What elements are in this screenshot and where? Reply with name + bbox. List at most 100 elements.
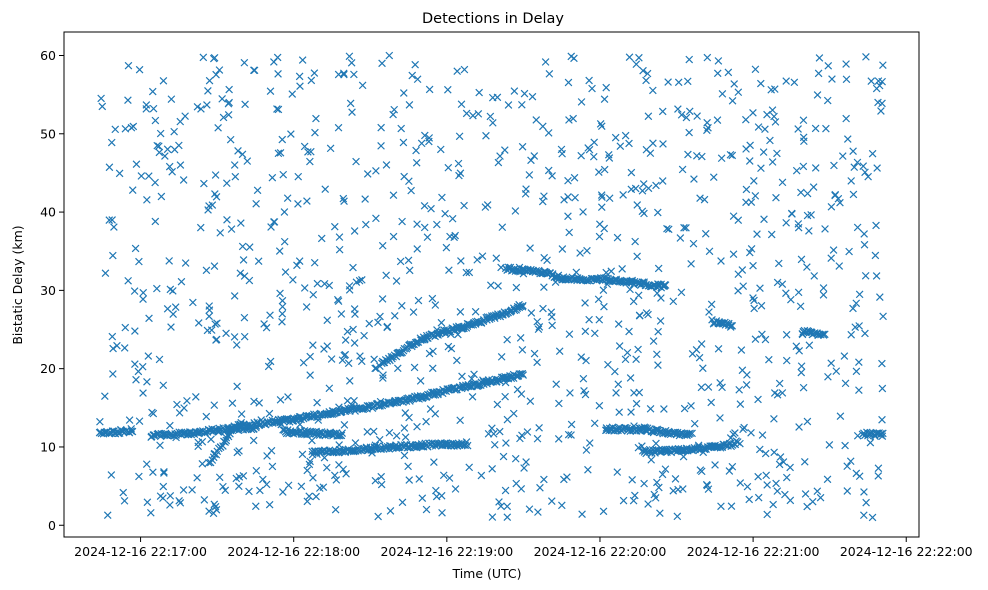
data-point: [325, 384, 334, 393]
data-point: [717, 257, 725, 265]
data-point: [821, 330, 829, 339]
data-point: [438, 508, 446, 517]
data-point: [728, 96, 737, 105]
data-point: [460, 201, 468, 210]
data-point: [564, 176, 572, 185]
data-point: [398, 498, 407, 507]
data-point: [756, 284, 764, 293]
data-point: [725, 467, 734, 475]
data-point: [552, 380, 561, 389]
data-point: [842, 60, 850, 68]
data-point: [776, 453, 785, 461]
data-point: [615, 342, 624, 350]
data-point: [756, 79, 765, 88]
data-point: [686, 429, 694, 438]
data-point: [683, 77, 692, 86]
data-point: [389, 232, 398, 241]
data-point: [108, 332, 117, 341]
data-point: [289, 276, 297, 284]
data-point: [280, 208, 289, 216]
data-point: [707, 300, 716, 309]
data-point: [215, 66, 224, 74]
data-point: [306, 371, 314, 379]
data-point: [451, 231, 460, 240]
data-point: [462, 268, 471, 277]
data-point: [750, 177, 758, 185]
data-point: [824, 372, 832, 381]
data-point: [256, 486, 264, 495]
data-point: [690, 175, 698, 183]
y-tick-label: 40: [40, 205, 56, 220]
data-point: [803, 417, 812, 426]
data-point: [488, 513, 497, 521]
data-point: [754, 123, 763, 131]
data-point: [240, 313, 249, 322]
data-point: [204, 87, 212, 95]
data-point: [855, 290, 864, 299]
data-point: [147, 508, 155, 517]
data-point: [627, 408, 635, 416]
data-point: [179, 486, 188, 494]
data-point: [751, 335, 760, 344]
data-point: [525, 171, 534, 179]
data-point: [535, 323, 544, 331]
data-point: [422, 331, 431, 340]
data-point: [687, 260, 695, 268]
data-point: [728, 462, 737, 471]
data-point: [227, 225, 236, 233]
data-point: [250, 66, 259, 75]
data-point: [205, 507, 213, 516]
data-point: [655, 483, 663, 492]
data-point: [268, 173, 277, 182]
data-point: [626, 374, 635, 382]
data-point: [877, 107, 885, 115]
data-point: [445, 266, 453, 275]
data-point: [317, 234, 326, 243]
data-point: [634, 345, 642, 354]
data-point: [120, 344, 129, 352]
data-point: [360, 331, 368, 340]
data-point: [813, 329, 821, 337]
data-point: [427, 204, 435, 213]
data-point: [188, 486, 196, 494]
data-point: [859, 162, 868, 170]
data-point: [644, 184, 653, 193]
data-point: [528, 92, 537, 101]
data-point: [390, 311, 399, 320]
data-point: [497, 502, 505, 511]
data-point: [835, 262, 844, 270]
data-point: [729, 250, 738, 259]
data-point: [801, 490, 810, 498]
data-point: [149, 409, 158, 418]
data-point: [135, 417, 144, 425]
data-point: [658, 107, 667, 116]
data-point: [867, 77, 876, 85]
data-point: [699, 364, 707, 373]
data-point: [167, 95, 176, 103]
data-point: [323, 316, 332, 325]
data-point: [773, 149, 781, 158]
data-point: [619, 496, 628, 505]
data-point: [332, 476, 341, 484]
data-point: [849, 147, 857, 155]
data-point: [822, 124, 830, 133]
data-point: [680, 223, 688, 232]
data-point: [401, 433, 410, 442]
data-point: [132, 160, 141, 169]
data-point: [314, 416, 323, 424]
data-point: [825, 441, 834, 449]
data-point: [718, 90, 727, 98]
data-point: [260, 320, 268, 328]
data-point: [779, 458, 788, 466]
data-point: [540, 475, 548, 484]
data-point: [350, 227, 359, 235]
data-point: [310, 258, 319, 267]
data-point: [841, 379, 850, 388]
data-point: [408, 71, 417, 80]
data-point: [876, 293, 884, 301]
data-point: [160, 468, 168, 476]
data-point: [585, 315, 593, 324]
data-point: [295, 72, 304, 81]
data-point: [397, 124, 406, 133]
data-point: [522, 185, 530, 193]
